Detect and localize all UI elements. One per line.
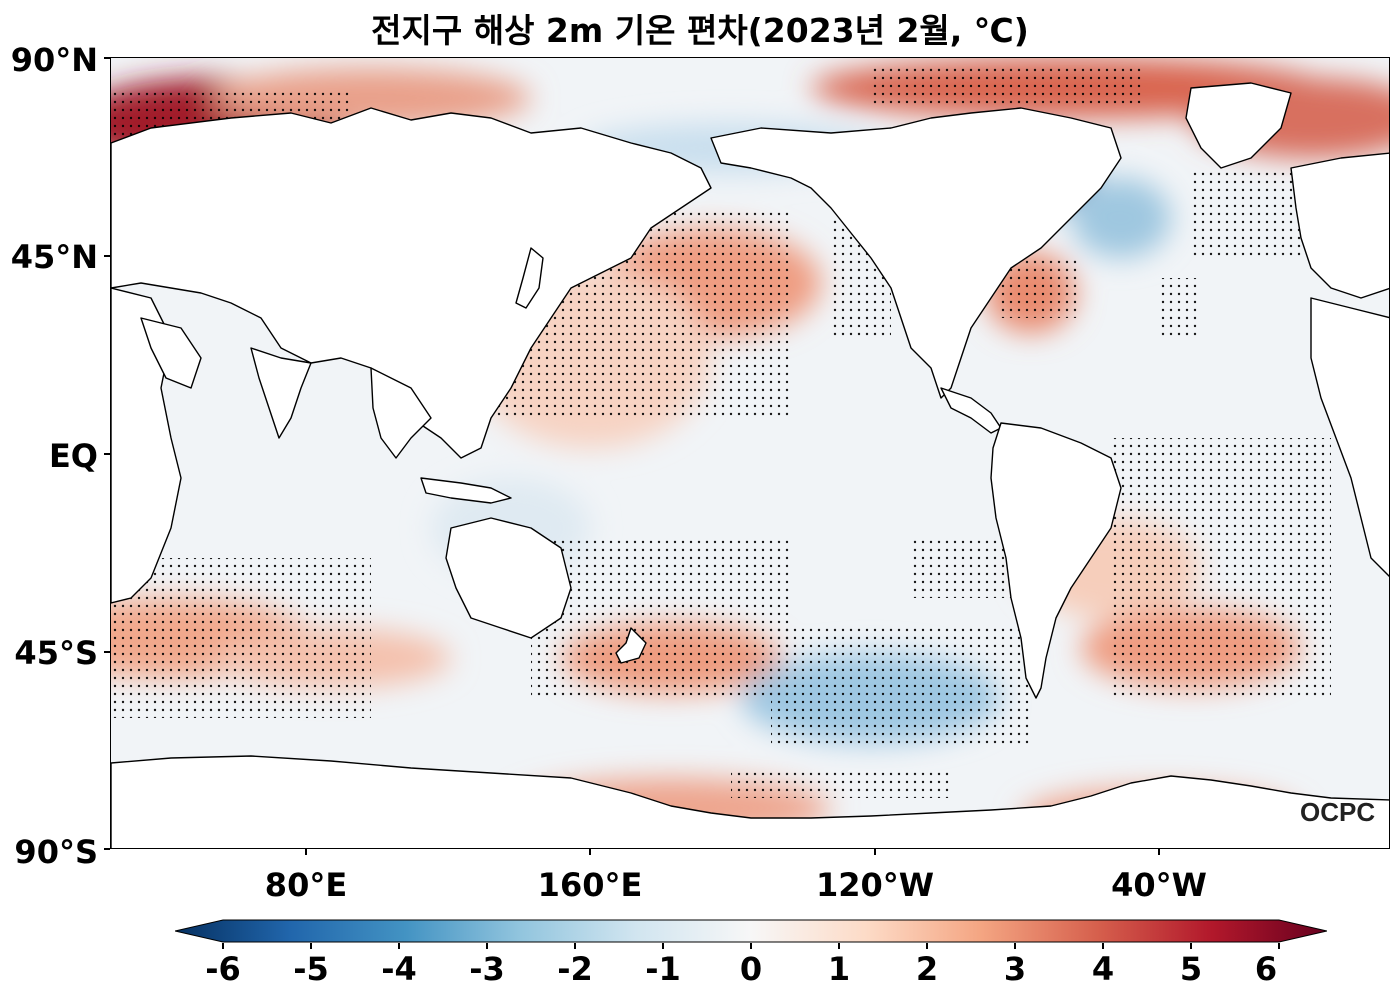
cb-tick	[838, 943, 840, 949]
cb-tick	[222, 943, 224, 949]
cb-label: -5	[293, 950, 329, 988]
land-antarctica	[111, 755, 1389, 848]
land-arabia	[140, 317, 202, 389]
cb-label: 3	[1003, 950, 1027, 988]
cb-label: 1	[827, 950, 851, 988]
land-new-zealand	[615, 627, 647, 664]
cb-tick	[1190, 943, 1192, 949]
cb-label: -1	[645, 950, 681, 988]
y-tick	[104, 57, 110, 59]
y-label-90n: 90°N	[10, 41, 98, 79]
ocpc-logo: OCPC	[1300, 797, 1376, 827]
land-india	[250, 347, 312, 439]
land-greenland	[1185, 82, 1292, 169]
cb-label: -3	[469, 950, 505, 988]
land-australia	[445, 517, 572, 639]
cb-tick	[750, 943, 752, 949]
colorbar	[175, 919, 1327, 943]
x-tick	[589, 849, 591, 855]
cb-tick	[574, 943, 576, 949]
cb-tick	[662, 943, 664, 949]
x-label-160e: 160°E	[537, 866, 643, 904]
landmasses	[111, 82, 1389, 848]
x-label-80e: 80°E	[264, 866, 348, 904]
y-tick	[104, 848, 110, 850]
cb-tick	[926, 943, 928, 949]
x-tick	[874, 849, 876, 855]
y-label-45s: 45°S	[14, 634, 98, 672]
cb-tick	[1014, 943, 1016, 949]
land-south-america	[990, 422, 1122, 699]
cb-label: 5	[1179, 950, 1203, 988]
x-label-40w: 40°W	[1111, 866, 1207, 904]
y-tick	[104, 453, 110, 455]
chart-title: 전지구 해상 2m 기온 편차(2023년 2월, ℃)	[371, 11, 1029, 50]
land-europe	[1290, 152, 1389, 299]
y-label-eq: EQ	[48, 437, 98, 475]
cb-label: 2	[915, 950, 939, 988]
y-tick	[104, 255, 110, 257]
cb-tick	[1102, 943, 1104, 949]
cb-label: 4	[1091, 950, 1115, 988]
land-japan	[515, 247, 544, 309]
x-tick	[1158, 849, 1160, 855]
cb-label: -2	[557, 950, 593, 988]
cb-label: 0	[739, 950, 763, 988]
land-africa-east	[1310, 297, 1389, 577]
y-label-90s: 90°S	[14, 833, 98, 871]
cb-tick	[1278, 943, 1280, 949]
land-se-asia	[370, 367, 432, 459]
cb-label: 6	[1254, 950, 1278, 988]
cb-tick	[486, 943, 488, 949]
land-north-america	[710, 107, 1122, 399]
land-central-america	[940, 387, 1002, 434]
land-indonesia	[420, 477, 512, 504]
land-asia	[111, 107, 712, 459]
cb-label: -6	[205, 950, 241, 988]
y-label-45n: 45°N	[10, 238, 98, 276]
cb-label: -4	[381, 950, 417, 988]
anomaly-map	[110, 57, 1390, 849]
colorbar-bar	[175, 919, 1327, 943]
x-label-120w: 120°W	[815, 866, 935, 904]
cb-tick	[310, 943, 312, 949]
x-tick	[305, 849, 307, 855]
map-svg	[111, 58, 1389, 848]
y-tick	[104, 651, 110, 653]
cb-tick	[398, 943, 400, 949]
